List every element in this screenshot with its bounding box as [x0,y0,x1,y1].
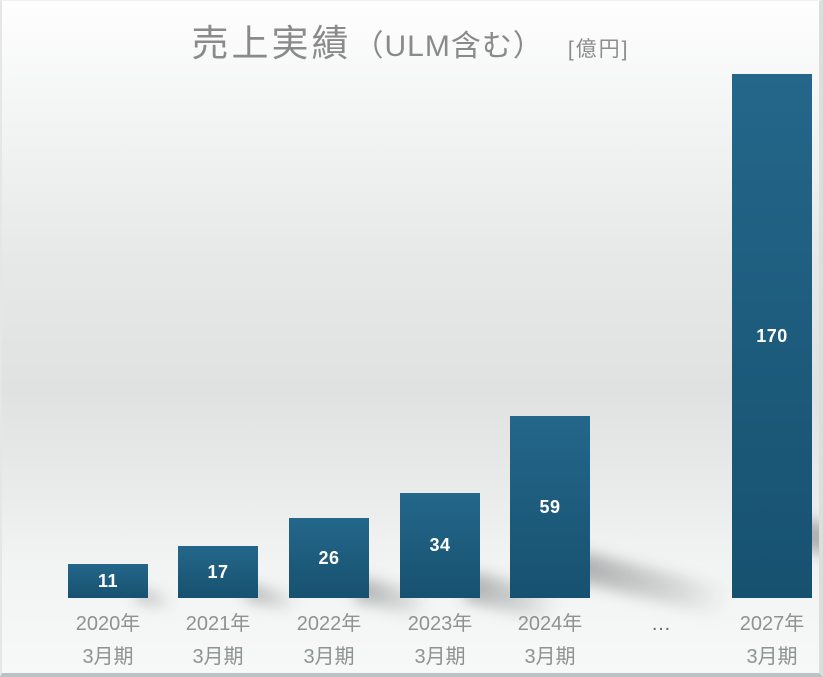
category-label-line: 3月期 [303,646,355,668]
bar-value-label: 34 [429,535,451,555]
category-label: 2023年 3月期 [378,608,502,673]
category-label: 2024年 3月期 [488,608,612,673]
category-label-line: 3月期 [746,646,798,668]
category-label-line: 2027年 [739,613,805,635]
category-label-line: 3月期 [524,646,576,668]
chart-title-paren: （ULM含む） [353,30,544,63]
bar-value-label: 11 [97,570,119,591]
category-label-line: 2021年 [185,613,251,635]
bar-2022年3月期: 26 [289,518,369,598]
category-label-line: 2024年 [517,613,583,635]
bar-value-label: 26 [318,547,340,568]
category-label: 2020年 3月期 [46,608,170,673]
category-label: … [599,608,723,641]
category-label-line: 2023年 [407,613,473,635]
bar-value-label: 17 [207,561,229,582]
category-label-line: 3月期 [82,646,134,668]
chart-title: 売上実績 （ULM含む） [億円] [2,23,819,66]
category-label-line: 2022年 [296,613,362,635]
category-label: 2022年 3月期 [267,608,391,673]
bar-2020年3月期: 11 [68,564,148,598]
category-label-line: 2020年 [75,613,141,635]
bar-value-label: 59 [539,496,561,517]
bar-2021年3月期: 17 [178,546,258,598]
chart-title-unit: [億円] [567,38,630,61]
bar-2023年3月期: 34 [400,493,480,598]
category-label: 2027年 3月期 [710,608,819,673]
category-label-line: 3月期 [192,646,244,668]
chart-title-text: 売上実績 [191,23,352,64]
bar-value-label: 170 [756,325,788,346]
bar-2024年3月期: 59 [510,416,590,598]
bar-2027年3月期: 170 [732,74,812,598]
category-label-line: 3月期 [414,646,466,668]
category-label: 2021年 3月期 [156,608,280,673]
category-label-line: … [651,613,671,635]
